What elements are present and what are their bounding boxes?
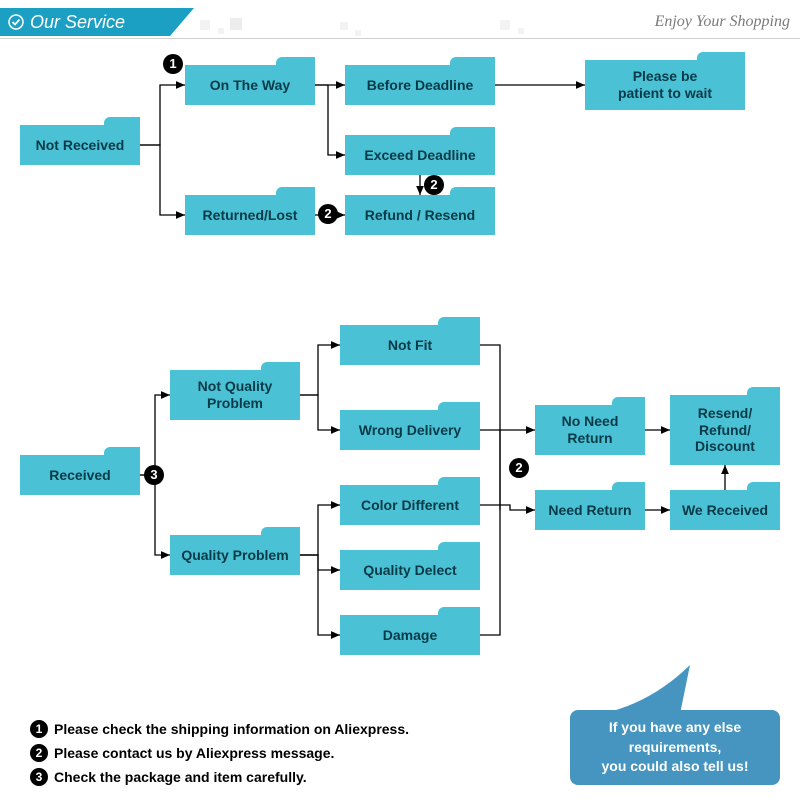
footnote-text: Check the package and item carefully. xyxy=(54,769,307,785)
footnote-2: 2 Please contact us by Aliexpress message… xyxy=(30,744,409,762)
node-received: Received xyxy=(20,455,140,495)
node-not_fit: Not Fit xyxy=(340,325,480,365)
node-need_return: Need Return xyxy=(535,490,645,530)
node-not_quality: Not QualityProblem xyxy=(170,370,300,420)
footnote-badge-icon: 2 xyxy=(30,744,48,762)
badge-2-4: 2 xyxy=(509,458,529,478)
node-refund_resend: Refund / Resend xyxy=(345,195,495,235)
footnotes: 1 Please check the shipping information o… xyxy=(30,720,409,792)
node-wrong_delivery: Wrong Delivery xyxy=(340,410,480,450)
node-we_received: We Received xyxy=(670,490,780,530)
header-title: Our Service xyxy=(30,8,125,36)
footnote-1: 1 Please check the shipping information o… xyxy=(30,720,409,738)
edge-merge-split xyxy=(480,345,500,635)
badge-2-2: 2 xyxy=(424,175,444,195)
edge-on_the_way-exceed_deadline xyxy=(315,85,345,155)
node-no_need_return: No NeedReturn xyxy=(535,405,645,455)
header-underline xyxy=(0,38,800,39)
footnote-badge-icon: 3 xyxy=(30,768,48,786)
footnote-3: 3 Check the package and item carefully. xyxy=(30,768,409,786)
node-color_diff: Color Different xyxy=(340,485,480,525)
edge-mid-need_return xyxy=(480,505,535,510)
flowchart-canvas: Not Received On The Way Returned/Lost Befor… xyxy=(0,40,800,800)
badge-1-0: 1 xyxy=(163,54,183,74)
node-not_received: Not Received xyxy=(20,125,140,165)
edge-not_received-returned_lost xyxy=(140,145,185,215)
footnote-text: Please check the shipping information on… xyxy=(54,721,409,737)
header-tagline: Enjoy Your Shopping xyxy=(655,8,790,36)
edge-not_quality-not_fit xyxy=(300,345,340,395)
edge-received-not_quality xyxy=(140,395,170,475)
callout-tail xyxy=(600,665,690,714)
node-please_wait: Please bepatient to wait xyxy=(585,60,745,110)
edge-quality_problem-quality_delect xyxy=(300,555,340,570)
node-on_the_way: On The Way xyxy=(185,65,315,105)
edge-quality_problem-damage xyxy=(300,555,340,635)
header: Our Service Enjoy Your Shopping xyxy=(0,8,800,36)
footnote-text: Please contact us by Aliexpress message. xyxy=(54,745,334,761)
check-shield-icon xyxy=(8,14,24,30)
node-quality_delect: Quality Delect xyxy=(340,550,480,590)
edge-quality_problem-color_diff xyxy=(300,505,340,555)
node-resend_refund_discount: Resend/Refund/Discount xyxy=(670,395,780,465)
edge-not_quality-wrong_delivery xyxy=(300,395,340,430)
node-returned_lost: Returned/Lost xyxy=(185,195,315,235)
badge-3-3: 3 xyxy=(144,465,164,485)
node-damage: Damage xyxy=(340,615,480,655)
header-title-badge: Our Service xyxy=(0,8,170,36)
footnote-badge-icon: 1 xyxy=(30,720,48,738)
edge-not_received-on_the_way xyxy=(140,85,185,145)
node-exceed_deadline: Exceed Deadline xyxy=(345,135,495,175)
node-quality_problem: Quality Problem xyxy=(170,535,300,575)
badge-2-1: 2 xyxy=(318,204,338,224)
callout-bubble: If you have any elserequirements,you cou… xyxy=(570,710,780,785)
edge-received-quality_problem xyxy=(140,475,170,555)
node-before_deadline: Before Deadline xyxy=(345,65,495,105)
